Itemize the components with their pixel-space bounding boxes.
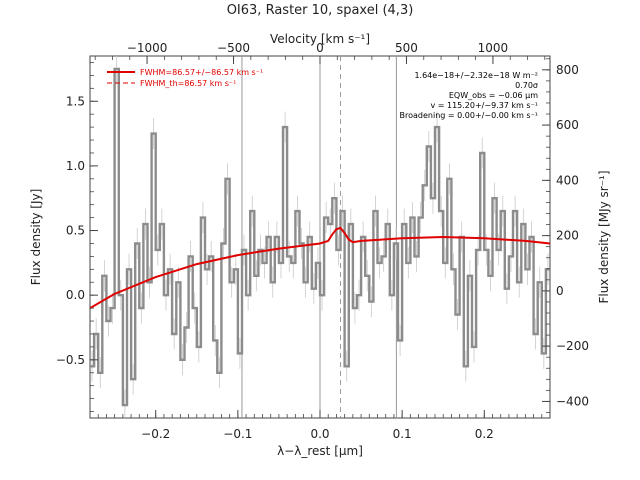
y-axis-label: Flux density [Jy] [29,189,43,286]
y-axis-ticks: −0.5 0.0 0.5 1.0 1.5 [56,62,98,412]
x-tick-label: 0.2 [475,427,494,441]
observed-spectrum [90,56,550,418]
y-tick-label: 1.0 [66,159,85,173]
annotation-4: Broadening = 0.00+/−0.00 km s⁻¹ [400,111,538,120]
x-tick-label: −0.2 [141,427,170,441]
velocity-tick-label: 500 [395,41,418,55]
annotation-3: v = 115.20+/−9.37 km s⁻¹ [430,101,538,110]
right-tick-label: 0 [556,284,564,298]
fit-curve [90,226,550,309]
y-tick-label: 0.0 [66,288,85,302]
model-fit [90,226,550,309]
chart-title: OI63, Raster 10, spaxel (4,3) [227,3,414,18]
legend-label-1: FWHM_th=86.57 km s⁻¹ [140,79,236,88]
annotation-1: 0.70σ [515,81,538,90]
x-tick-label: −0.1 [223,427,252,441]
velocity-tick-label: −1000 [127,41,168,55]
velocity-tick-label: −500 [217,41,250,55]
right-axis-ticks: −400 −200 0 200 400 600 800 [542,58,589,413]
velocity-tick-label: 1000 [478,41,509,55]
y-tick-label: 1.5 [66,94,85,108]
legend-label-0: FWHM=86.57+/−86.57 km s⁻¹ [140,68,263,77]
x-axis-ticks: −0.2 −0.1 0.0 0.1 0.2 [89,410,551,441]
top-axis-label: Velocity [km s⁻¹] [270,32,370,46]
velocity-tick-label: 0 [316,41,324,55]
annotation-2: EQW_obs = −0.06 μm [449,91,538,100]
right-tick-label: 800 [556,63,579,77]
right-tick-label: −400 [556,394,589,408]
spectrum-steps [90,67,550,407]
annotation-0: 1.64e−18+/−2.32e−18 W m⁻² [414,71,538,80]
right-tick-label: 400 [556,173,579,187]
velocity-axis-ticks: −1000 −500 0 500 1000 [94,41,546,64]
x-tick-label: 0.1 [393,427,412,441]
right-tick-label: 600 [556,118,579,132]
right-tick-label: 200 [556,229,579,243]
right-axis-label: Flux density [MJy sr⁻¹] [597,170,611,303]
legend: FWHM=86.57+/−86.57 km s⁻¹ FWHM_th=86.57 k… [107,68,263,88]
x-tick-label: 0.0 [310,427,329,441]
right-tick-label: −200 [556,339,589,353]
x-axis-label: λ−λ_rest [μm] [277,444,363,458]
y-tick-label: −0.5 [56,353,85,367]
y-tick-label: 0.5 [66,224,85,238]
